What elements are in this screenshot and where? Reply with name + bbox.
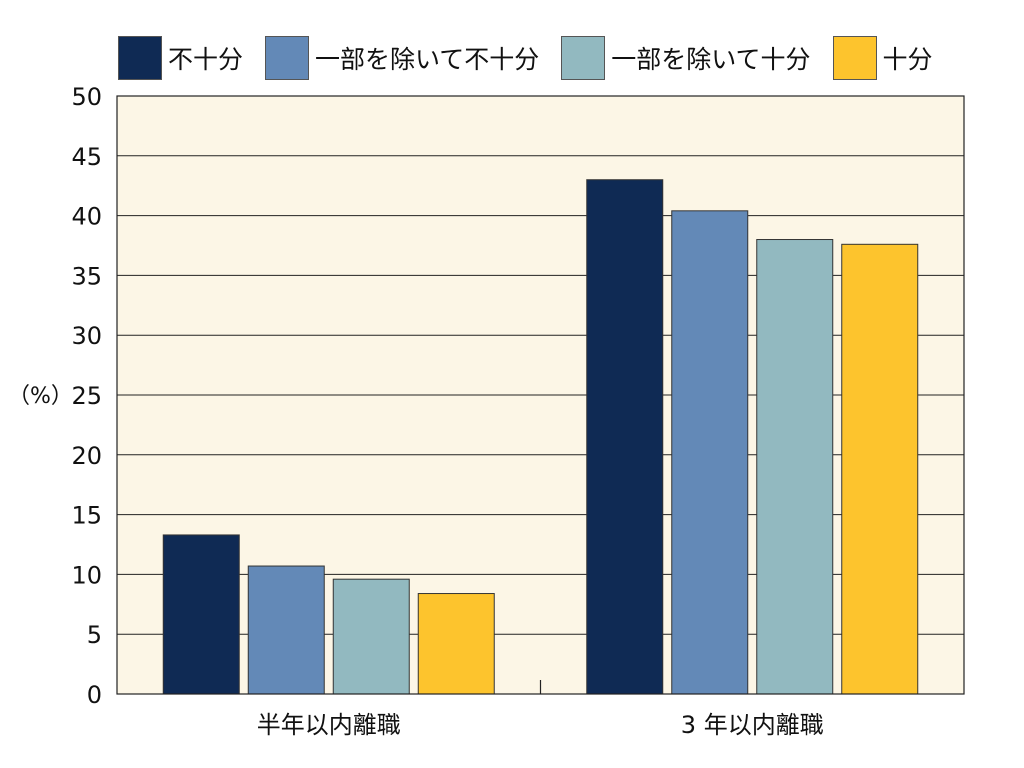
y-tick-label: 0 [87,681,102,709]
legend-label-series-1: 一部を除いて不十分 [315,45,540,74]
bar-3-1 [841,243,919,695]
y-tick-label: 45 [71,143,102,171]
legend-item-series-0: 不十分 [118,36,243,80]
y-tick-label: 40 [71,203,102,231]
x-category-label: 3 年以内離職 [681,711,824,739]
legend-swatch-series-3 [832,36,877,80]
bar-2-0 [332,578,410,695]
bar-1-0 [247,565,325,695]
bars [162,179,919,695]
y-tick-label: 10 [71,561,102,589]
y-tick-label: 50 [71,83,102,111]
legend-item-series-2: 一部を除いて十分 [561,36,811,80]
legend-swatch-series-2 [561,36,606,80]
y-tick-label: 25 [71,382,102,410]
legend-swatch-series-1 [265,36,310,80]
y-tick-label: 15 [71,502,102,530]
y-tick-label: 20 [71,442,102,470]
x-category-label: 半年以内離職 [257,711,401,739]
legend-item-series-1: 一部を除いて不十分 [265,36,539,80]
legend-swatch-series-0 [118,36,162,80]
legend-label-series-2: 一部を除いて十分 [611,45,811,74]
bar-0-0 [162,534,240,695]
y-tick-labels: 0 5 10 15 20 25 30 35 40 45 50 [71,83,102,709]
bar-2-1 [756,239,834,695]
chart-legend: 不十分 一部を除いて不十分 一部を除いて十分 十分 [118,36,955,80]
axes [116,95,965,695]
legend-label-series-3: 十分 [882,45,933,74]
bar-3-0 [417,593,495,695]
legend-label-series-0: 不十分 [168,45,244,74]
y-axis-label: （%） [8,384,73,409]
y-tick-label: 35 [71,262,102,290]
bar-1-1 [671,210,749,695]
x-category-labels: 半年以内離職 3 年以内離職 [257,711,824,739]
bar-0-1 [586,179,664,695]
legend-item-series-3: 十分 [832,36,933,80]
y-tick-label: 5 [87,621,102,649]
y-tick-label: 30 [71,322,102,350]
